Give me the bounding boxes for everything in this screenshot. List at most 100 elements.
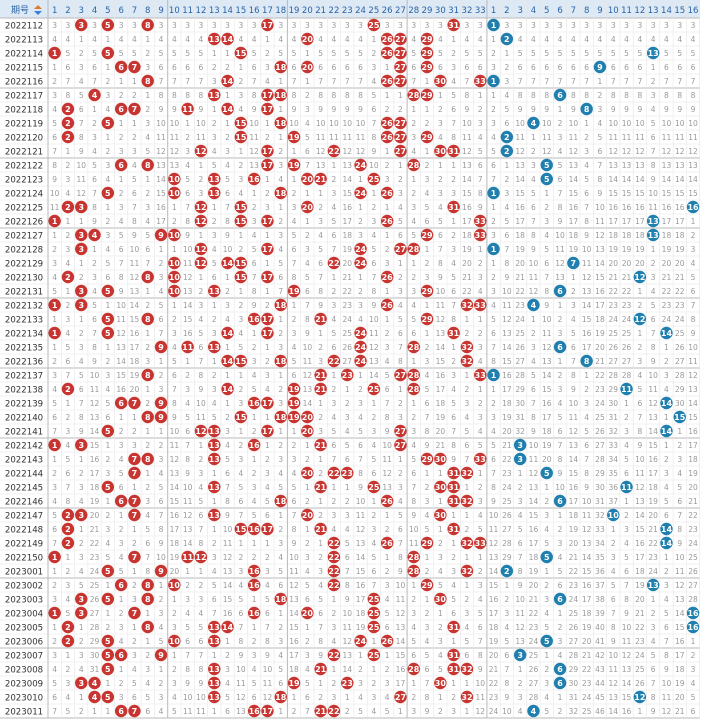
red-ball-number: 5 bbox=[105, 287, 111, 296]
omission-count: 9 bbox=[637, 105, 642, 114]
omission-count: 1 bbox=[478, 469, 483, 478]
omission-count: 9 bbox=[265, 651, 270, 660]
omission-count: 2 bbox=[332, 287, 337, 296]
omission-count: 3 bbox=[478, 119, 483, 128]
omission-count: 2 bbox=[119, 189, 124, 198]
issue-column-header: 期号 bbox=[11, 5, 29, 16]
omission-count: 1 bbox=[465, 679, 470, 688]
omission-count: 10 bbox=[542, 119, 552, 128]
omission-count: 1 bbox=[385, 553, 390, 562]
omission-count: 6 bbox=[451, 413, 456, 422]
omission-count: 1 bbox=[212, 203, 217, 212]
red-ball-number: 16 bbox=[249, 399, 261, 408]
blue-ball-number: 1 bbox=[491, 189, 497, 198]
omission-count: 3 bbox=[332, 189, 337, 198]
omission-count: 5 bbox=[544, 707, 549, 716]
omission-count: 3 bbox=[119, 203, 124, 212]
omission-count: 10 bbox=[170, 427, 180, 436]
blue-ball bbox=[686, 200, 700, 214]
omission-count: 2 bbox=[478, 483, 483, 492]
omission-count: 10 bbox=[303, 343, 313, 352]
omission-count: 5 bbox=[225, 175, 230, 184]
red-ball-number: 24 bbox=[355, 343, 367, 352]
omission-count: 2 bbox=[105, 357, 110, 366]
red-ball bbox=[261, 396, 274, 410]
issue-number: 2023009 bbox=[5, 679, 43, 689]
omission-count: 3 bbox=[92, 273, 97, 282]
red-ball-number: 20 bbox=[302, 469, 314, 478]
omission-count: 8 bbox=[664, 91, 669, 100]
omission-count: 3 bbox=[385, 343, 390, 352]
omission-count: 2 bbox=[105, 455, 110, 464]
omission-count: 6 bbox=[371, 469, 376, 478]
blue-ball bbox=[540, 158, 553, 172]
omission-count: 9 bbox=[677, 105, 682, 114]
omission-count: 5 bbox=[558, 567, 563, 576]
omission-count: 8 bbox=[451, 133, 456, 142]
blue-ball-number: 6 bbox=[557, 287, 563, 296]
omission-count: 9 bbox=[345, 595, 350, 604]
sort-icon-lower bbox=[34, 11, 42, 15]
omission-count: 3 bbox=[558, 133, 563, 142]
omission-count: 1 bbox=[252, 189, 257, 198]
omission-count: 12 bbox=[582, 273, 592, 282]
omission-count: 24 bbox=[515, 315, 525, 324]
omission-count: 34 bbox=[608, 455, 618, 464]
omission-count: 15 bbox=[502, 357, 512, 366]
omission-count: 11 bbox=[436, 301, 446, 310]
blue-ball-number: 7 bbox=[571, 259, 577, 268]
omission-count: 7 bbox=[66, 371, 71, 380]
red-ball-number: 3 bbox=[78, 21, 84, 30]
red-ball bbox=[221, 256, 234, 270]
omission-count: 16 bbox=[675, 637, 685, 646]
omission-count: 2 bbox=[584, 133, 589, 142]
red-column-label: 4 bbox=[92, 6, 97, 16]
omission-count: 2 bbox=[52, 77, 57, 86]
omission-count: 4 bbox=[105, 105, 110, 114]
blue-ball-number: 5 bbox=[544, 637, 550, 646]
red-ball-number: 26 bbox=[382, 301, 394, 310]
omission-count: 9 bbox=[358, 105, 363, 114]
omission-count: 9 bbox=[544, 105, 549, 114]
omission-count: 13 bbox=[356, 539, 366, 548]
omission-count: 6 bbox=[451, 609, 456, 618]
omission-count: 2 bbox=[238, 245, 243, 254]
red-ball-number: 28 bbox=[408, 161, 420, 170]
omission-count: 3 bbox=[664, 21, 669, 30]
omission-count: 1 bbox=[504, 581, 509, 590]
omission-count: 22 bbox=[675, 287, 685, 296]
omission-count: 9 bbox=[199, 679, 204, 688]
omission-count: 5 bbox=[212, 413, 217, 422]
issue-number: 2022149 bbox=[5, 539, 43, 549]
omission-count: 3 bbox=[132, 595, 137, 604]
omission-count: 5 bbox=[92, 49, 97, 58]
omission-count: 12 bbox=[542, 343, 552, 352]
omission-count: 7 bbox=[119, 259, 124, 268]
omission-count: 8 bbox=[571, 371, 576, 380]
blue-column-label: 15 bbox=[674, 6, 685, 16]
red-ball-number: 31 bbox=[448, 623, 460, 632]
omission-count: 2 bbox=[132, 133, 137, 142]
omission-count: 5 bbox=[292, 231, 297, 240]
omission-count: 2 bbox=[105, 77, 110, 86]
omission-count: 10 bbox=[622, 623, 632, 632]
omission-count: 1 bbox=[637, 707, 642, 716]
red-ball-number: 27 bbox=[395, 77, 406, 86]
red-ball-number: 23 bbox=[342, 679, 353, 688]
blue-ball bbox=[500, 32, 514, 46]
omission-count: 12 bbox=[475, 707, 485, 716]
omission-count: 5 bbox=[145, 231, 150, 240]
red-ball bbox=[75, 298, 88, 312]
omission-count: 1 bbox=[238, 231, 243, 240]
omission-count: 6 bbox=[292, 497, 297, 506]
red-ball bbox=[261, 424, 274, 438]
omission-count: 7 bbox=[478, 175, 483, 184]
omission-count: 6 bbox=[411, 469, 416, 478]
omission-count: 9 bbox=[119, 287, 124, 296]
red-ball bbox=[420, 88, 434, 102]
omission-count: 6 bbox=[252, 63, 257, 72]
red-ball bbox=[234, 410, 248, 424]
omission-count: 3 bbox=[465, 609, 470, 618]
omission-count: 1 bbox=[265, 441, 270, 450]
red-ball-number: 5 bbox=[105, 315, 111, 324]
